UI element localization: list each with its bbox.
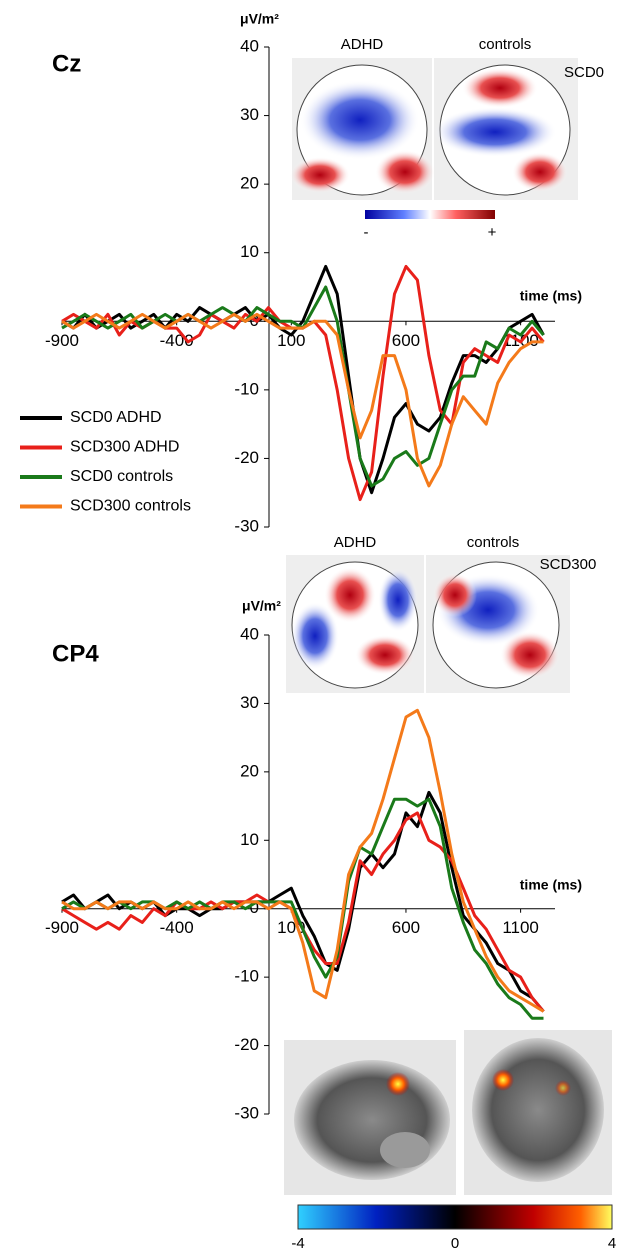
x-tick-label: 1100	[502, 918, 539, 937]
y-tick-label: 20	[240, 761, 259, 780]
y-tick-label: -30	[234, 516, 259, 535]
figure: ADHD controls SCD0 - + ADHD controls SCD…	[0, 0, 627, 1254]
legend-label: SCD0 controls	[70, 468, 173, 485]
y-tick-label: -20	[234, 1035, 259, 1054]
scale-bar	[365, 210, 495, 219]
colorbar-tick: 0	[451, 1235, 459, 1252]
x-tick-label: -900	[45, 331, 79, 350]
scale-label: -	[364, 224, 369, 241]
blob	[300, 80, 420, 160]
series-line	[62, 266, 544, 492]
y-tick-label: 30	[240, 693, 259, 712]
condition-label: SCD300	[540, 556, 597, 573]
y-tick-label: -20	[234, 448, 259, 467]
y-tick-label: 10	[240, 830, 259, 849]
blob	[433, 107, 557, 157]
topomaps-cz	[290, 58, 578, 219]
topomap-label: ADHD	[334, 534, 377, 551]
blob	[500, 631, 560, 679]
condition-label: SCD0	[564, 64, 604, 81]
y-tick-label: -30	[234, 1103, 259, 1122]
y-tick-label: -10	[234, 967, 259, 986]
blob	[324, 567, 376, 623]
y-tick-label: -10	[234, 379, 259, 398]
legend-label: SCD300 controls	[70, 498, 191, 515]
series-line	[62, 710, 544, 1011]
plot-lines	[62, 710, 544, 1018]
blob	[290, 157, 350, 193]
topomap-label: ADHD	[341, 36, 384, 53]
blob	[375, 150, 435, 194]
cerebellum	[380, 1132, 430, 1168]
chart-title: CP4	[52, 640, 99, 667]
blob	[378, 568, 418, 632]
x-tick-label: -400	[160, 918, 194, 937]
y-tick-label: 40	[240, 624, 259, 643]
series-line	[62, 266, 544, 499]
brain-images	[284, 1030, 612, 1229]
x-tick-label: 600	[392, 918, 420, 937]
blob	[512, 152, 568, 192]
y-tick-label: 20	[240, 174, 259, 193]
y-tick-label: 40	[240, 36, 259, 55]
x-tick-label: -900	[45, 918, 79, 937]
x-tick-label: 600	[392, 331, 420, 350]
colorbar-tick: -4	[291, 1235, 304, 1252]
topomap-label: controls	[479, 36, 532, 53]
brain-slice	[294, 1060, 450, 1180]
colorbar-tick: 4	[608, 1235, 616, 1252]
topomaps-cp4	[286, 555, 570, 693]
series-line	[62, 792, 544, 1011]
blob	[462, 68, 538, 108]
legend-label: SCD300 ADHD	[70, 439, 179, 456]
activation	[555, 1080, 571, 1096]
blob	[355, 635, 415, 675]
y-axis-label: μV/m²	[240, 11, 279, 27]
y-axis-label: μV/m²	[242, 598, 281, 614]
x-axis-label: time (ms)	[520, 877, 582, 893]
series-line	[62, 287, 544, 486]
blob	[433, 573, 477, 617]
legend-label: SCD0 ADHD	[70, 409, 162, 426]
activation	[492, 1069, 514, 1091]
chart-title: Cz	[52, 50, 81, 77]
y-tick-label: 30	[240, 105, 259, 124]
y-tick-label: 10	[240, 242, 259, 261]
x-axis-label: time (ms)	[520, 288, 582, 304]
brain-slice	[472, 1038, 604, 1182]
topomap-label: controls	[467, 534, 520, 551]
brain-colorbar	[298, 1205, 612, 1229]
plot-lines	[62, 266, 544, 499]
scale-label: +	[488, 224, 497, 241]
activation	[386, 1072, 410, 1096]
